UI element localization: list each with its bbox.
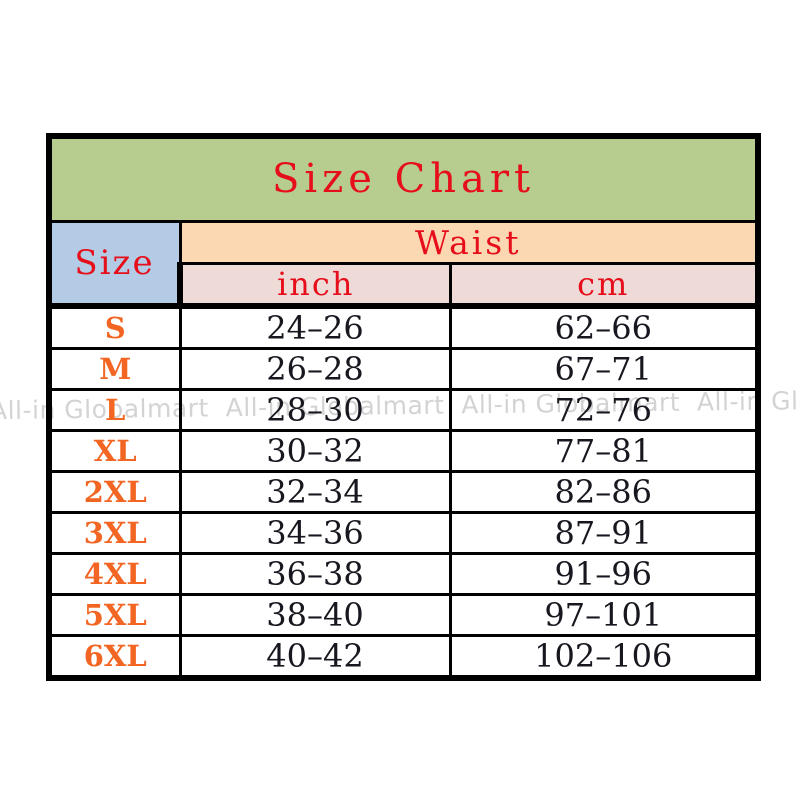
size-label: S (46, 302, 182, 350)
size-label: 3XL (46, 510, 182, 555)
chart-title: Size Chart (45, 133, 762, 223)
inch-value: 34–36 (178, 510, 452, 555)
inch-value: 40–42 (178, 633, 452, 681)
table-row: 3XL 34–36 87–91 (46, 510, 762, 555)
size-label: 2XL (46, 469, 182, 514)
cm-value: 62–66 (448, 302, 762, 350)
size-label: L (46, 387, 182, 432)
inch-column-header: inch (177, 261, 452, 309)
size-label: XL (46, 428, 182, 473)
size-column-header: Size (46, 219, 182, 307)
cm-column-header: cm (448, 261, 762, 309)
table-row: S 24–26 62–66 (46, 302, 762, 350)
inch-value: 30–32 (178, 428, 452, 473)
cm-value: 97–101 (448, 592, 762, 637)
group-header-row: Size Waist (46, 219, 762, 307)
size-label: 6XL (46, 633, 182, 681)
inch-value: 38–40 (178, 592, 452, 637)
size-label: M (46, 346, 182, 391)
unit-header-row: inch cm (49, 261, 762, 309)
inch-value: 24–26 (178, 302, 452, 350)
cm-value: 77–81 (448, 428, 762, 473)
inch-value: 32–34 (178, 469, 452, 514)
cm-value: 82–86 (448, 469, 762, 514)
size-label: 4XL (46, 551, 182, 596)
size-rows: S 24–26 62–66 M 26–28 67–71 L 28–30 72–7… (46, 302, 762, 681)
table-row: 5XL 38–40 97–101 (46, 592, 762, 637)
cm-value: 67–71 (448, 346, 762, 391)
cm-value: 91–96 (448, 551, 762, 596)
table-row: 2XL 32–34 82–86 (46, 469, 762, 514)
table-row: M 26–28 67–71 (46, 346, 762, 391)
cm-value: 102–106 (448, 633, 762, 681)
waist-group-header: Waist (178, 219, 762, 265)
size-label: 5XL (46, 592, 182, 637)
cm-value: 87–91 (448, 510, 762, 555)
size-chart-table: Size Chart Size Waist inch cm S 24–26 62… (45, 133, 762, 681)
inch-value: 26–28 (178, 346, 452, 391)
table-row: 6XL 40–42 102–106 (46, 633, 762, 681)
table-row: 4XL 36–38 91–96 (46, 551, 762, 596)
inch-value: 28–30 (178, 387, 452, 432)
cm-value: 72–76 (448, 387, 762, 432)
title-row: Size Chart (45, 133, 762, 223)
table-row: XL 30–32 77–81 (46, 428, 762, 473)
table-row: L 28–30 72–76 (46, 387, 762, 432)
inch-value: 36–38 (178, 551, 452, 596)
